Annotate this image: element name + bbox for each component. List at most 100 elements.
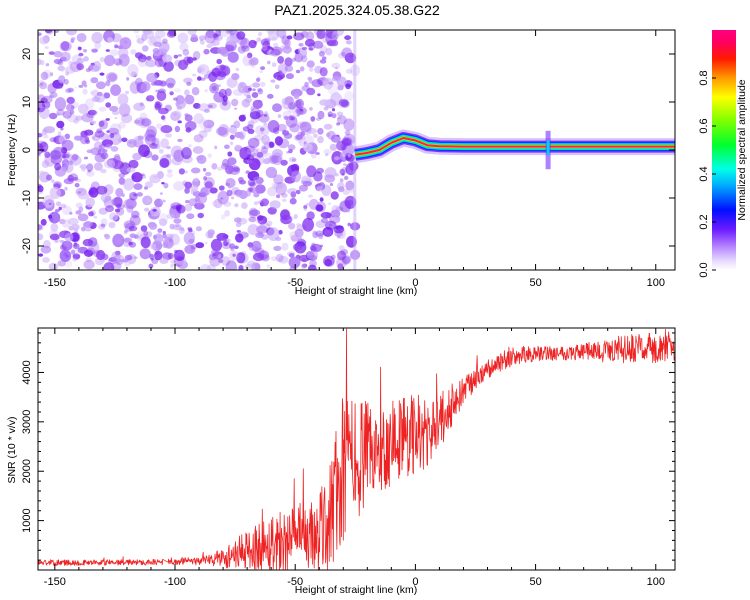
noise-blob — [103, 233, 109, 238]
noise-blob — [284, 57, 293, 67]
noise-blob — [247, 52, 253, 59]
noise-blob — [204, 181, 213, 189]
noise-blob — [38, 224, 43, 230]
noise-blob — [177, 120, 182, 124]
noise-blob — [205, 30, 216, 39]
snr-ytick-label: 2000 — [21, 459, 33, 483]
noise-blob — [252, 82, 261, 88]
noise-blob — [45, 30, 54, 35]
noise-blob — [303, 143, 313, 153]
noise-blob — [193, 102, 201, 109]
noise-blob — [324, 174, 336, 183]
noise-blob — [202, 130, 206, 133]
noise-blob — [129, 191, 138, 201]
noise-blob — [304, 39, 315, 47]
noise-blob — [218, 258, 224, 264]
noise-blob — [220, 214, 226, 220]
noise-blob — [295, 69, 301, 74]
noise-blob — [173, 181, 185, 191]
noise-blob — [241, 202, 248, 210]
noise-blob — [209, 82, 220, 94]
noise-blob — [235, 233, 244, 243]
noise-blob — [292, 110, 299, 118]
noise-blob — [181, 147, 192, 160]
noise-blob — [324, 220, 337, 230]
noise-blob — [238, 114, 246, 122]
noise-blob — [246, 147, 259, 156]
noise-blob — [295, 189, 301, 195]
noise-blob — [207, 153, 212, 159]
noise-blob — [60, 70, 65, 73]
noise-blob — [266, 30, 276, 35]
noise-blob — [255, 125, 265, 136]
noise-blob — [267, 227, 280, 242]
noise-blob — [293, 93, 300, 100]
noise-blob — [144, 181, 153, 189]
noise-blob — [138, 144, 150, 157]
noise-blob — [324, 258, 333, 267]
noise-blob — [266, 220, 273, 227]
spectrogram-ytick-label: 10 — [21, 96, 33, 108]
noise-blob — [230, 124, 234, 127]
noise-blob — [54, 97, 67, 111]
noise-blob — [274, 136, 283, 146]
noise-blob — [251, 262, 261, 270]
noise-blob — [74, 135, 83, 141]
signal-streak-core — [546, 140, 550, 155]
noise-blob — [192, 146, 204, 154]
noise-blob — [315, 204, 324, 212]
noise-blob — [315, 230, 324, 237]
noise-blob — [248, 158, 261, 171]
noise-blob — [165, 133, 173, 138]
noise-blob — [257, 88, 264, 95]
noise-blob — [247, 171, 260, 181]
noise-blob — [275, 182, 287, 196]
noise-blob — [142, 45, 149, 52]
noise-blob — [90, 62, 95, 66]
noise-blob — [145, 59, 157, 68]
noise-blob — [195, 226, 202, 232]
noise-blob — [308, 264, 317, 270]
noise-blob — [192, 57, 197, 61]
noise-blob — [216, 58, 222, 65]
noise-blob — [316, 185, 324, 192]
noise-blob — [341, 47, 353, 59]
noise-blob — [269, 200, 281, 209]
noise-blob — [78, 206, 84, 213]
noise-blob — [175, 204, 182, 212]
noise-blob — [178, 226, 185, 235]
noise-blob — [297, 49, 303, 54]
noise-blob — [231, 73, 240, 81]
noise-blob — [223, 128, 228, 132]
noise-blob — [39, 83, 44, 86]
noise-blob — [198, 118, 209, 130]
noise-blob — [140, 173, 145, 176]
noise-blob — [140, 225, 148, 232]
noise-blob — [247, 120, 255, 127]
noise-blob — [286, 35, 293, 40]
noise-blob — [261, 146, 268, 154]
noise-blob — [321, 56, 327, 60]
noise-blob — [299, 121, 312, 133]
noise-blob — [267, 49, 275, 56]
noise-blob — [99, 72, 105, 76]
noise-blob — [100, 152, 109, 160]
noise-blob — [128, 225, 138, 232]
noise-blob — [345, 83, 351, 90]
noise-blob — [308, 79, 313, 84]
noise-blob — [199, 38, 203, 42]
noise-blob — [118, 103, 131, 117]
noise-blob — [127, 64, 139, 77]
noise-blob — [135, 34, 140, 39]
noise-blob — [61, 147, 68, 154]
noise-blob — [76, 57, 85, 65]
noise-blob — [64, 66, 76, 74]
noise-blob — [126, 138, 137, 148]
noise-blob — [337, 116, 342, 120]
signal-core — [355, 137, 675, 156]
noise-blob — [39, 36, 49, 45]
noise-blob — [347, 161, 359, 171]
noise-blob — [71, 153, 79, 161]
noise-blob — [123, 220, 136, 229]
noise-blob — [284, 216, 291, 220]
